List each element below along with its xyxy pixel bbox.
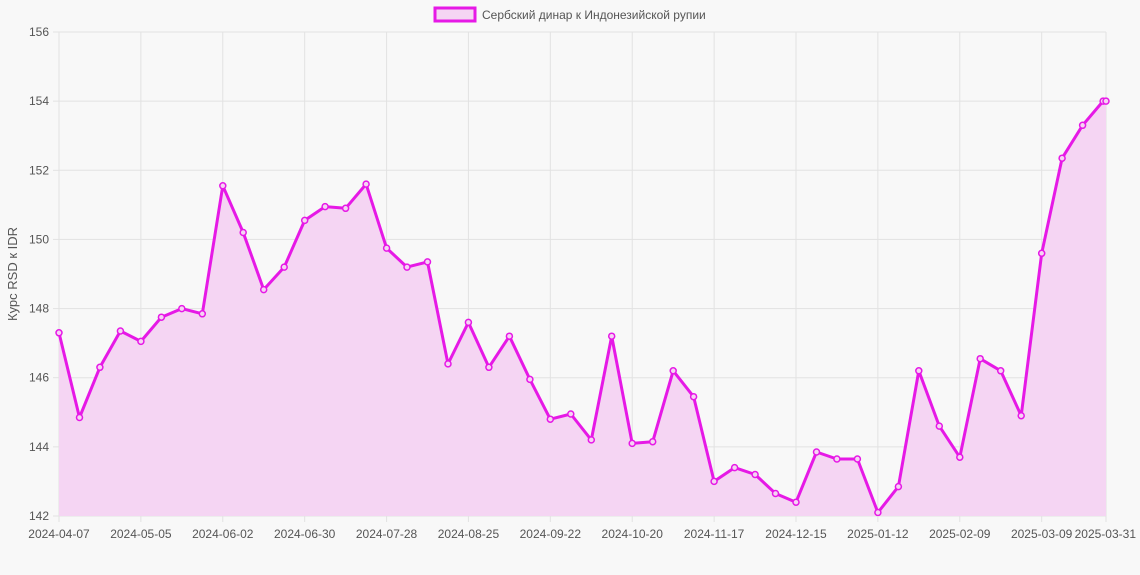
data-point: [874, 508, 882, 517]
data-point: [321, 202, 329, 211]
data-point: [628, 439, 636, 448]
y-tick-label: 144: [29, 440, 49, 454]
x-tick-label: 2024-09-22: [520, 527, 582, 541]
data-point: [1017, 411, 1025, 420]
y-axis-label: Курс RSD к IDR: [5, 227, 20, 321]
data-point: [526, 375, 534, 384]
legend[interactable]: Сербский динар к Индонезийской рупии: [433, 6, 706, 23]
data-point: [219, 182, 227, 190]
y-tick-label: 154: [29, 94, 49, 108]
x-tick-label: 2025-03-09: [1011, 527, 1073, 541]
data-point: [915, 367, 923, 375]
x-tick-label: 2024-12-15: [765, 527, 827, 541]
data-point: [853, 455, 862, 463]
data-point: [751, 470, 759, 479]
data-point: [239, 228, 247, 237]
x-tick-label: 2024-11-17: [684, 527, 745, 541]
x-tick-label: 2024-08-25: [438, 527, 500, 541]
data-point: [382, 244, 391, 252]
data-point: [157, 313, 166, 321]
data-points-layer: [55, 97, 1110, 517]
legend-swatch: [433, 6, 477, 23]
data-point: [137, 337, 145, 346]
y-tick-label: 150: [29, 232, 49, 246]
data-point: [55, 329, 63, 337]
legend-label: Сербский динар к Индонезийской рупии: [482, 8, 706, 22]
data-point: [198, 310, 207, 318]
y-tick-label: 152: [29, 163, 49, 177]
data-point: [812, 448, 821, 456]
data-point: [1058, 154, 1066, 162]
data-point: [771, 489, 780, 498]
x-tick-label: 2025-03-31: [1075, 527, 1137, 541]
x-tick-label: 2024-04-07: [28, 527, 90, 541]
data-point: [178, 304, 186, 313]
y-tick-label: 146: [29, 371, 49, 385]
data-point: [689, 392, 698, 401]
data-point: [792, 498, 800, 506]
data-point: [956, 453, 964, 461]
data-point: [116, 327, 125, 335]
y-tick-label: 142: [29, 509, 49, 523]
data-point: [96, 363, 104, 372]
data-point: [587, 436, 596, 444]
data-point: [710, 477, 718, 486]
data-point: [1078, 121, 1087, 130]
x-tick-label: 2025-02-09: [929, 527, 991, 541]
data-point: [996, 367, 1005, 375]
data-point: [259, 285, 268, 294]
area-fill-layer: [59, 101, 1106, 516]
data-point: [403, 263, 411, 271]
data-point: [607, 332, 616, 340]
data-point: [75, 413, 84, 422]
y-tick-label: 148: [29, 302, 49, 316]
y-axis-ticks: 142 144 146 148 150 152 154 156: [29, 25, 59, 523]
x-tick-label: 2024-06-02: [192, 527, 254, 541]
x-tick-label: 2024-05-05: [110, 527, 172, 541]
data-point: [485, 363, 493, 372]
data-point: [505, 332, 514, 340]
data-point: [648, 437, 657, 446]
data-point: [546, 415, 555, 423]
data-point: [567, 410, 575, 418]
data-point: [730, 463, 739, 472]
data-point: [935, 422, 944, 430]
data-point: [1037, 249, 1046, 258]
data-point: [976, 354, 984, 363]
data-point: [444, 360, 452, 368]
x-tick-label: 2024-10-20: [602, 527, 664, 541]
y-tick-label: 156: [29, 25, 49, 39]
data-point: [341, 204, 350, 213]
x-tick-label: 2024-06-30: [274, 527, 336, 541]
data-point: [362, 180, 370, 188]
x-axis-ticks: 2024-04-07 2024-05-05 2024-06-02 2024-06-30…: [28, 516, 1136, 541]
data-point: [833, 455, 841, 463]
data-point: [669, 367, 677, 375]
data-point: [1102, 97, 1110, 105]
data-point: [464, 318, 473, 327]
x-tick-label: 2024-07-28: [356, 527, 418, 541]
series-area-fill: [59, 101, 1106, 516]
data-point: [423, 258, 432, 266]
data-point: [280, 263, 288, 271]
data-point: [300, 216, 309, 225]
x-tick-label: 2025-01-12: [847, 527, 909, 541]
data-point: [894, 482, 903, 491]
